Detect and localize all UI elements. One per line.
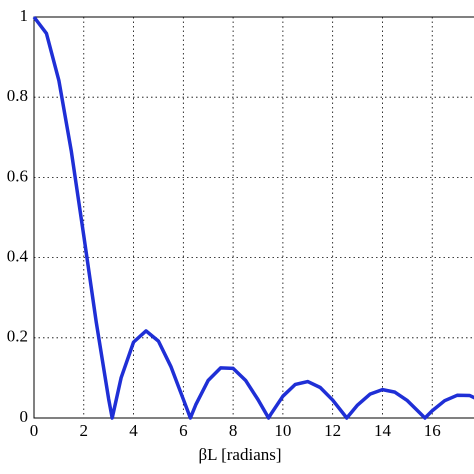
plot-frame bbox=[33, 16, 474, 419]
y-tick-label: 0 bbox=[20, 407, 29, 426]
x-tick-label: 2 bbox=[80, 421, 89, 440]
x-tick-label: 8 bbox=[229, 421, 238, 440]
x-tick-label: 14 bbox=[374, 421, 392, 440]
x-axis-label: βL [radians] bbox=[198, 445, 281, 464]
x-tick-label: 4 bbox=[129, 421, 138, 440]
x-tick-label: 12 bbox=[324, 421, 341, 440]
x-tick-label: 6 bbox=[179, 421, 188, 440]
x-tick-label: 0 bbox=[30, 421, 39, 440]
y-tick-label: 0.8 bbox=[7, 86, 28, 105]
x-tick-label: 10 bbox=[274, 421, 291, 440]
y-tick-label: 1 bbox=[20, 6, 29, 25]
x-tick-label: 16 bbox=[424, 421, 441, 440]
y-tick-label: 0.6 bbox=[7, 166, 28, 185]
y-tick-label: 0.4 bbox=[7, 247, 29, 266]
data-line bbox=[32, 15, 474, 420]
y-tick-label: 0.2 bbox=[7, 327, 28, 346]
